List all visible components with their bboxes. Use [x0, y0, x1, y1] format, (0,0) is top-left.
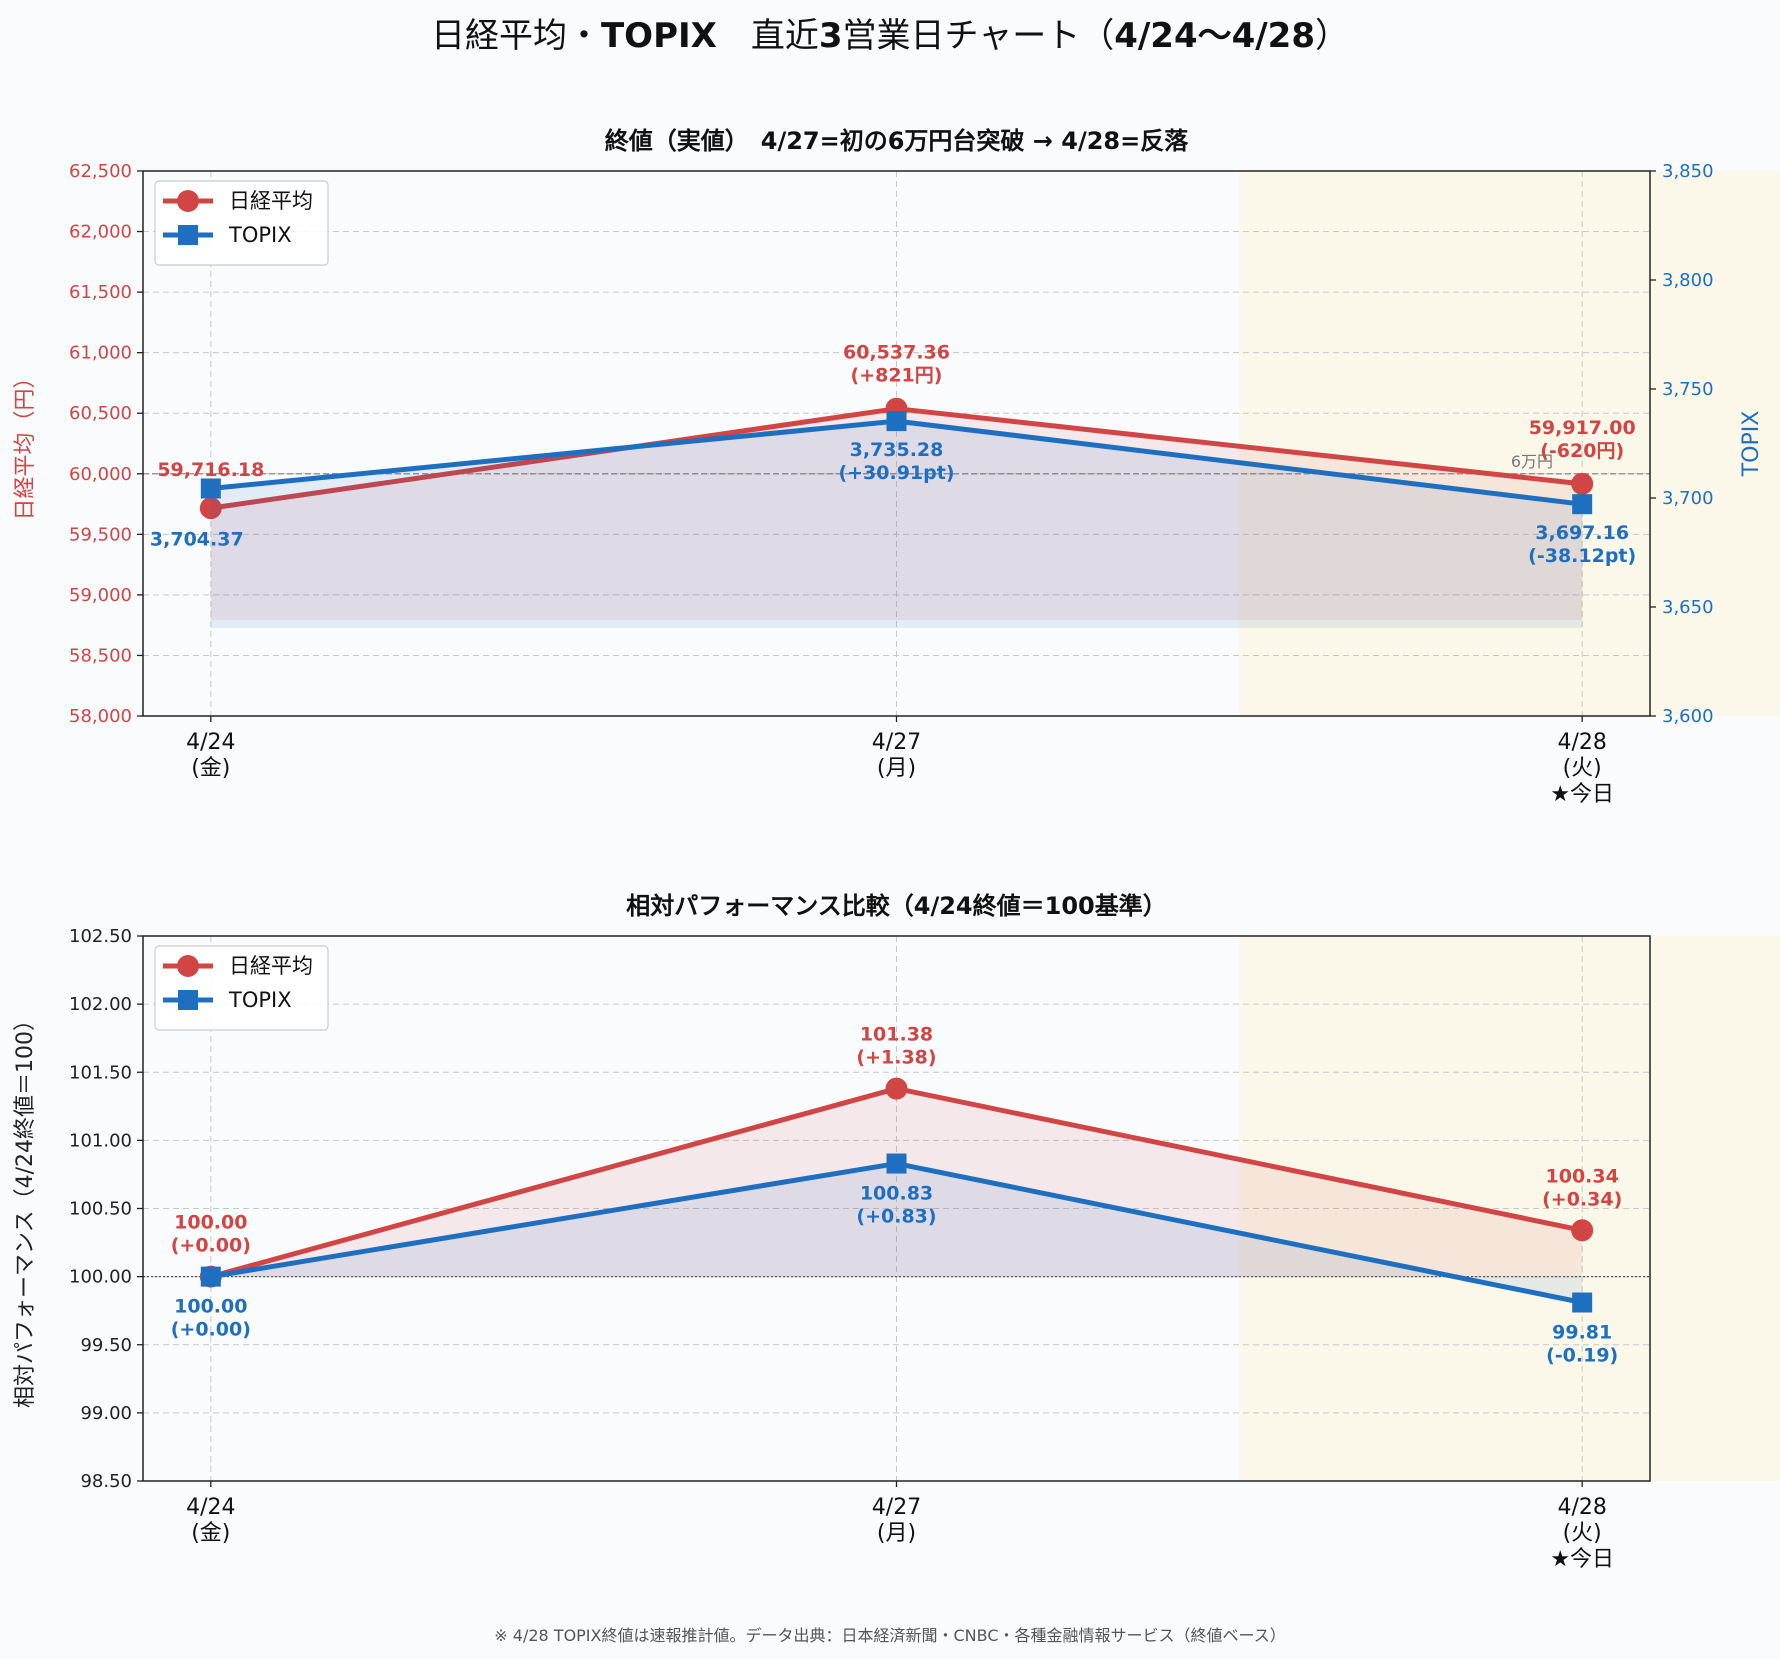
series-area-nikkei — [210, 1088, 1583, 1277]
series-area-topix — [210, 1163, 1583, 1303]
y-tick-label: 102.50 — [69, 926, 132, 947]
data-label-nikkei: 100.34 — [1546, 1165, 1619, 1187]
y-tick-label: 99.00 — [80, 1403, 132, 1424]
data-label-nikkei: (+0.00) — [171, 1235, 251, 1257]
y-tick-label: 62,500 — [69, 161, 132, 182]
data-label-topix: 3,735.28 — [850, 439, 944, 461]
data-label-topix: (+30.91pt) — [838, 462, 954, 484]
x-tick-label: 4/27 — [872, 730, 921, 755]
x-tick-label: 4/24 — [186, 730, 235, 755]
y-tick-label: 100.00 — [69, 1267, 132, 1288]
today-highlight-region — [1239, 936, 1780, 1481]
data-label-topix: 100.00 — [174, 1296, 247, 1318]
legend-label: 日経平均 — [229, 189, 313, 213]
data-point-topix — [886, 411, 907, 432]
data-label-topix: 100.83 — [860, 1183, 933, 1205]
y-tick-label: 62,000 — [69, 222, 132, 243]
legend-marker-topix — [178, 990, 198, 1010]
panel-title: 終値（実値） 4/27=初の6万円台突破 → 4/28=反落 — [605, 127, 1189, 155]
data-label-topix: (+0.83) — [856, 1206, 936, 1228]
legend-label: TOPIX — [228, 988, 292, 1012]
data-point-topix — [1572, 1292, 1593, 1313]
x-tick-label: 4/24 — [186, 1495, 235, 1520]
data-label-topix: 3,704.37 — [150, 528, 244, 550]
data-label-nikkei: (+1.38) — [856, 1047, 936, 1069]
legend-marker-nikkei — [177, 190, 199, 212]
data-label-nikkei: 59,917.00 — [1529, 417, 1636, 439]
x-tick-label: ★今日 — [1550, 1547, 1614, 1572]
y-axis-label: 日経平均（円） — [13, 366, 38, 520]
today-highlight-region — [1239, 171, 1780, 716]
data-point-topix — [886, 1153, 907, 1174]
data-label-topix: (+0.00) — [171, 1319, 251, 1341]
x-tick-label: (火) — [1563, 1521, 1602, 1546]
data-label-nikkei: (+821円) — [851, 365, 943, 387]
y-tick-label: 102.00 — [69, 994, 132, 1015]
y-tick-label: 59,000 — [69, 585, 132, 606]
y-tick-label: 60,500 — [69, 403, 132, 424]
data-label-topix: 3,697.16 — [1535, 522, 1629, 544]
y-tick-label-right: 3,650 — [1662, 597, 1714, 618]
data-point-topix — [200, 478, 221, 499]
y-tick-label: 61,500 — [69, 282, 132, 303]
data-point-nikkei — [885, 1077, 908, 1100]
x-tick-label: (月) — [877, 1521, 916, 1546]
y-tick-label: 58,000 — [69, 706, 132, 727]
x-tick-label: (月) — [877, 756, 916, 781]
data-point-nikkei — [1571, 472, 1594, 495]
y-tick-label: 99.50 — [80, 1335, 132, 1356]
y-tick-label-right: 3,850 — [1662, 161, 1714, 182]
x-tick-label: ★今日 — [1550, 782, 1614, 807]
x-tick-label: (金) — [191, 756, 230, 781]
reference-line-label: 6万円 — [1511, 452, 1553, 471]
panel-title: 相対パフォーマンス比較（4/24終値＝100基準） — [626, 892, 1166, 920]
y-tick-label: 59,500 — [69, 524, 132, 545]
y-axis-label: 相対パフォーマンス（4/24終値＝100） — [13, 1009, 38, 1408]
footnote: ※ 4/28 TOPIX終値は速報推計値。データ出典：日本経済新聞・CNBC・各… — [494, 1626, 1286, 1645]
legend: 日経平均 TOPIX — [154, 945, 329, 1031]
data-label-nikkei: 60,537.36 — [843, 342, 950, 364]
legend: 日経平均 TOPIX — [154, 180, 329, 266]
x-tick-label: (火) — [1563, 756, 1602, 781]
series-area-topix — [210, 421, 1583, 628]
data-label-topix: 99.81 — [1552, 1322, 1612, 1344]
y-tick-label-right: 3,750 — [1662, 379, 1714, 400]
y-tick-label-right: 3,800 — [1662, 270, 1714, 291]
data-label-nikkei: 100.00 — [174, 1212, 247, 1234]
y-tick-label: 98.50 — [80, 1471, 132, 1492]
data-point-topix — [200, 1266, 221, 1287]
y-tick-label-right: 3,600 — [1662, 706, 1714, 727]
chart-panel-1: 6万円 59,716.18 60,537.36(+821円) 59,917.00(-6… — [13, 127, 1780, 807]
chart-panel-2: 100.00(+0.00)101.38(+1.38)100.34(+0.34)1… — [13, 892, 1780, 1572]
data-label-topix: (-0.19) — [1546, 1345, 1618, 1367]
data-point-nikkei — [199, 497, 222, 520]
data-label-nikkei: 59,716.18 — [157, 459, 264, 481]
data-label-nikkei: (-620円) — [1540, 440, 1624, 462]
legend-label: TOPIX — [228, 223, 292, 247]
y-tick-label-right: 3,700 — [1662, 488, 1714, 509]
y-tick-label: 60,000 — [69, 464, 132, 485]
figure-title: 日経平均・TOPIX 直近3営業日チャート（4/24〜4/28） — [430, 16, 1349, 56]
data-label-nikkei: 101.38 — [860, 1024, 933, 1046]
y-tick-label: 58,500 — [69, 645, 132, 666]
data-label-nikkei: (+0.34) — [1542, 1188, 1622, 1210]
data-point-topix — [1572, 494, 1593, 515]
x-tick-label: 4/27 — [872, 1495, 921, 1520]
y-tick-label: 100.50 — [69, 1199, 132, 1220]
y-tick-label: 101.50 — [69, 1062, 132, 1083]
y-axis-label-right: TOPIX — [1739, 411, 1764, 478]
x-tick-label: 4/28 — [1557, 1495, 1606, 1520]
data-point-nikkei — [1571, 1219, 1594, 1242]
legend-marker-topix — [178, 225, 198, 245]
legend-marker-nikkei — [177, 955, 199, 977]
legend-label: 日経平均 — [229, 954, 313, 978]
y-tick-label: 61,000 — [69, 343, 132, 364]
y-tick-label: 101.00 — [69, 1130, 132, 1151]
x-tick-label: 4/28 — [1557, 730, 1606, 755]
x-tick-label: (金) — [191, 1521, 230, 1546]
data-label-topix: (-38.12pt) — [1528, 545, 1636, 567]
